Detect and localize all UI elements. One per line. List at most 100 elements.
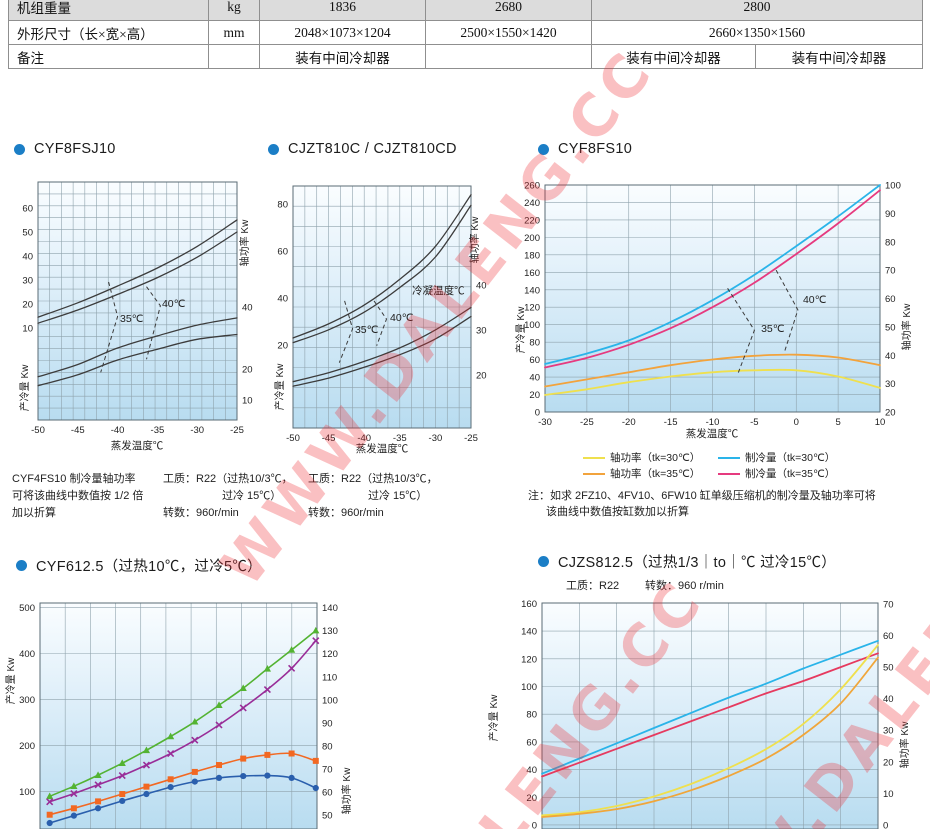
- section-title-cyf8fsj10: CYF8FSJ10: [14, 139, 116, 159]
- tick-label: 10: [883, 789, 894, 800]
- tick-label: -45: [71, 425, 85, 436]
- chart-cjzt810c: 冷凝温度℃ 40℃ 35℃ 20 40 60 80 20 30 40 -50 -45 -40 -35 -30…: [273, 185, 487, 455]
- series-产冷量 40℃: [292, 204, 472, 344]
- tick-label: -5: [750, 417, 758, 428]
- tick-label: -25: [464, 433, 478, 444]
- table-cell: kg: [208, 0, 260, 21]
- chart-cyf612: 100 200 300 400 500 50 60 70 80 90 100 110 120 130 140…: [4, 602, 353, 829]
- table-cell: mm: [208, 20, 260, 45]
- axis-title: 轴功率 Kw: [900, 303, 913, 350]
- tick-label: 60: [322, 788, 333, 799]
- tick-label: -50: [31, 425, 45, 436]
- tick-label: 60: [883, 631, 894, 642]
- tick-label: 160: [524, 268, 540, 279]
- tick-label: -40: [357, 433, 371, 444]
- spec-table: 机组重量 kg 1836 2680 2800 外形尺寸（长×宽×高） mm 2048×1073…: [8, 0, 923, 69]
- tick-label: 40: [476, 280, 487, 291]
- series-轴功率 tk=30℃: [544, 368, 881, 396]
- tick-label: 80: [529, 338, 540, 349]
- series-产冷量 35℃: [37, 317, 238, 378]
- tick-label: 60: [885, 294, 896, 305]
- annotation-label: 冷凝温度℃: [412, 284, 465, 297]
- tick-label: 100: [19, 787, 35, 798]
- annotation-label: 40℃: [803, 294, 827, 306]
- tick-label: -40: [111, 425, 125, 436]
- tick-label: 500: [19, 603, 35, 614]
- cjzs812-speed: 转数：960 r/min: [645, 580, 724, 592]
- table-cell: 2800: [591, 0, 923, 21]
- tick-label: 10: [875, 417, 886, 428]
- axis-title: 产冷量 Kw: [487, 694, 500, 741]
- axis-title: 轴功率 Kw: [340, 767, 353, 814]
- tick-label: 130: [322, 626, 338, 637]
- legend-label: 轴功率（tk=35℃）: [610, 468, 701, 480]
- legend-label: 制冷量（tk=30℃）: [745, 452, 836, 464]
- series-制冷量-粉: [541, 652, 879, 778]
- tick-label: -25: [580, 417, 594, 428]
- tick-label: 50: [885, 322, 896, 333]
- note-line: 过冷 15℃）: [222, 490, 282, 502]
- tick-label: 20: [22, 300, 33, 311]
- note-line: 工质：R22（过热10/3℃，: [308, 473, 438, 485]
- legend-label: 轴功率（tk=30℃）: [610, 452, 701, 464]
- tick-label: 100: [322, 695, 338, 706]
- note-line: 加以折算: [12, 507, 56, 519]
- tick-label: 140: [524, 285, 540, 296]
- table-cell: 1836: [259, 0, 426, 21]
- bullet-icon: [538, 555, 549, 567]
- series-轴功率 40℃: [292, 315, 472, 387]
- tick-label: 0: [535, 408, 540, 419]
- grid-lines: [293, 186, 471, 428]
- tick-label: 300: [19, 695, 35, 706]
- tick-label: 20: [476, 370, 487, 381]
- tick-label: 20: [883, 757, 894, 768]
- tick-label: 20: [526, 793, 537, 804]
- tick-label: -25: [230, 425, 244, 436]
- series-轴功率-黄: [541, 644, 879, 817]
- legend-item: 轴功率（tk=35℃）: [583, 466, 700, 481]
- tick-label: 100: [521, 682, 537, 693]
- section-label: CYF8FS10: [558, 141, 633, 157]
- axis-title: 蒸发温度℃: [356, 442, 409, 455]
- table-cell: 装有中间冷却器: [755, 44, 923, 69]
- tick-label: -30: [538, 417, 552, 428]
- tick-label: 260: [524, 181, 540, 192]
- tick-label: 50: [883, 663, 894, 674]
- tick-label: -35: [393, 433, 407, 444]
- grid-lines: [40, 603, 317, 829]
- chart-cyf8fs10: 40℃35℃0204060801001201401601802002202402…: [514, 181, 913, 441]
- tick-label: 10: [22, 324, 33, 335]
- tick-label: 100: [524, 320, 540, 331]
- grid-lines: [38, 182, 237, 420]
- table-cell: 外形尺寸（长×宽×高）: [8, 20, 209, 45]
- tick-label: 110: [322, 672, 337, 683]
- tick-label: -30: [429, 433, 443, 444]
- tick-label: 30: [22, 275, 33, 286]
- tick-label: -20: [622, 417, 636, 428]
- annotation-label: 40℃: [162, 298, 186, 310]
- section-title-cjzt810c: CJZT810C / CJZT810CD: [268, 139, 457, 159]
- note-line: CYF4FS10 制冷量轴功率: [12, 473, 136, 485]
- section-title-cjzs812: CJZS812.5（过热1/3｜to｜℃ 过冷15℃）: [538, 551, 836, 571]
- axis-title: 轴功率 Kw: [238, 219, 251, 266]
- tick-label: 70: [322, 765, 333, 776]
- tick-label: 30: [476, 325, 487, 336]
- axis-title: 产冷量 Kw: [4, 657, 17, 704]
- note-line: 注：如求 2FZ10、4FV10、6FW10 缸单级压缩机的制冷量及轴功率可将: [528, 490, 876, 502]
- legend-label: 制冷量（tk=35℃）: [745, 468, 836, 480]
- legend-item: 制冷量（tk=30℃）: [718, 450, 835, 465]
- tick-label: -30: [190, 425, 204, 436]
- table-cell: 2500×1550×1420: [425, 20, 592, 45]
- tick-label: 0: [532, 820, 537, 829]
- series-制冷量-青: [541, 639, 879, 775]
- tick-label: -50: [286, 433, 300, 444]
- annotation-label: 35℃: [120, 313, 144, 325]
- bullet-icon: [16, 559, 27, 571]
- tick-label: 80: [277, 200, 288, 211]
- tick-label: 40: [883, 694, 894, 705]
- legend-swatch: [718, 472, 740, 475]
- tick-label: 140: [322, 603, 338, 614]
- table-cell: 2048×1073×1204: [259, 20, 426, 45]
- axis-title: 产冷量 Kw: [273, 363, 286, 410]
